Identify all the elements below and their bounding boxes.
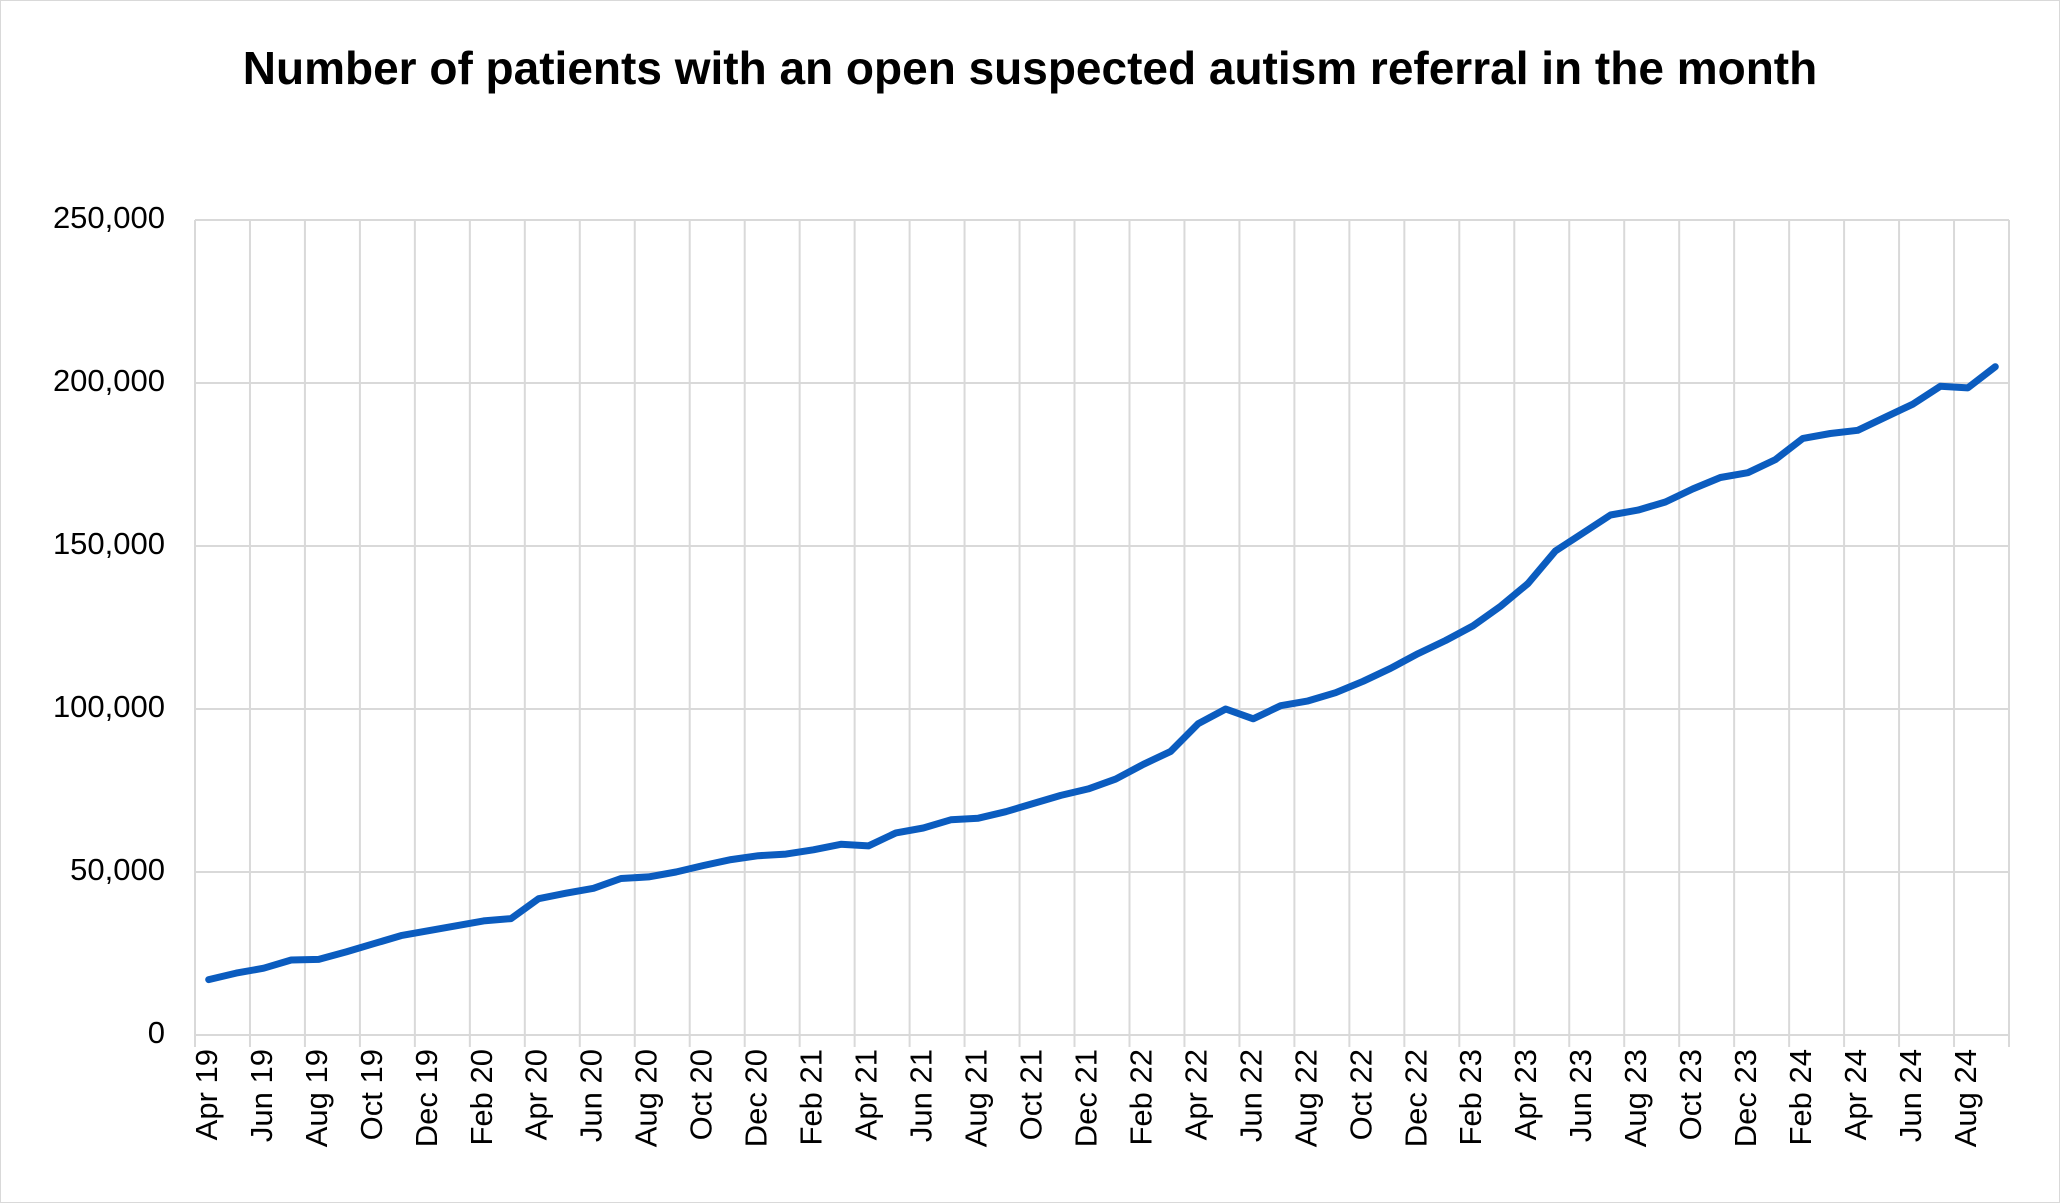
x-tick-label: Dec 19 (409, 1049, 444, 1147)
x-tick-label: Dec 20 (739, 1049, 774, 1147)
x-tick-label: Jun 24 (1893, 1049, 1928, 1142)
x-tick-label: Feb 20 (464, 1049, 499, 1146)
chart-title: Number of patients with an open suspecte… (242, 42, 1818, 94)
x-tick-label: Jun 20 (574, 1049, 609, 1142)
x-tick-label: Dec 21 (1068, 1049, 1103, 1147)
x-tick-label: Apr 19 (189, 1049, 224, 1140)
x-tick-label: Aug 21 (959, 1049, 994, 1147)
y-tick-label: 150,000 (53, 526, 165, 561)
x-tick-label: Jun 21 (904, 1049, 939, 1142)
x-tick-label: Feb 24 (1783, 1049, 1818, 1146)
x-tick-label: Apr 22 (1178, 1049, 1213, 1140)
y-tick-label: 200,000 (53, 363, 165, 398)
x-tick-label: Feb 22 (1123, 1049, 1158, 1146)
x-tick-label: Dec 23 (1728, 1049, 1763, 1147)
x-tick-label: Jun 23 (1563, 1049, 1598, 1142)
x-tick-label: Oct 19 (354, 1049, 389, 1140)
x-tick-label: Apr 21 (849, 1049, 884, 1140)
x-tick-label: Feb 23 (1453, 1049, 1488, 1146)
x-tick-label: Jun 19 (244, 1049, 279, 1142)
x-tick-label: Apr 24 (1838, 1049, 1873, 1140)
x-tick-label: Jun 22 (1233, 1049, 1268, 1142)
x-tick-label: Aug 23 (1618, 1049, 1653, 1147)
x-tick-label: Oct 22 (1343, 1049, 1378, 1140)
x-tick-label: Oct 20 (684, 1049, 719, 1140)
y-tick-label: 250,000 (53, 200, 165, 235)
x-tick-label: Aug 20 (629, 1049, 664, 1147)
x-tick-label: Aug 24 (1948, 1049, 1983, 1147)
y-tick-label: 100,000 (53, 689, 165, 724)
x-tick-label: Apr 23 (1508, 1049, 1543, 1140)
x-tick-label: Feb 21 (794, 1049, 829, 1146)
y-tick-label: 50,000 (70, 852, 165, 887)
x-tick-label: Oct 21 (1013, 1049, 1048, 1140)
x-tick-label: Apr 20 (519, 1049, 554, 1140)
x-tick-label: Oct 23 (1673, 1049, 1708, 1140)
y-tick-label: 0 (148, 1015, 165, 1050)
x-tick-label: Dec 22 (1398, 1049, 1433, 1147)
x-tick-label: Aug 22 (1288, 1049, 1323, 1147)
data-line (205, 363, 1999, 984)
x-tick-label: Aug 19 (299, 1049, 334, 1147)
